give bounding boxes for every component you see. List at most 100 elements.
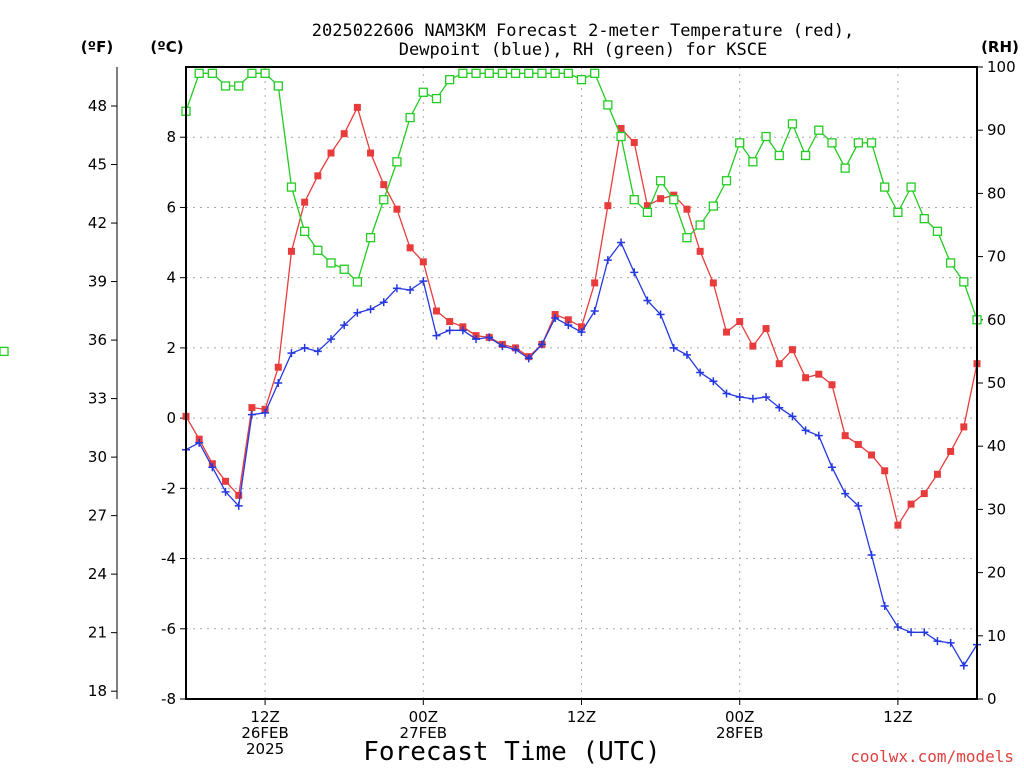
rh-point (497, 68, 508, 78)
temperature-point (446, 318, 454, 326)
dewpoint-point (735, 393, 744, 402)
temperature-point (841, 432, 849, 440)
dewpoint-point (247, 410, 256, 419)
dewpoint-point (472, 335, 481, 344)
celsius-tick-label: -4 (161, 550, 176, 568)
dewpoint-point (485, 333, 494, 342)
x-tick-label: 26FEB (241, 724, 288, 742)
series-line-temperature (185, 105, 978, 527)
dewpoint-point (432, 331, 441, 340)
temperature-point (419, 258, 427, 266)
dewpoint-point (841, 489, 850, 498)
fahrenheit-tick-label: 39 (88, 273, 107, 291)
dewpoint-point (498, 342, 507, 351)
series-rh (0, 68, 982, 357)
celsius-tick-label: 8 (166, 128, 176, 146)
rh-tick-label: 10 (987, 627, 1006, 645)
temperature-point (736, 318, 744, 326)
fahrenheit-tick-label: 33 (88, 390, 107, 408)
rh-point (194, 68, 204, 78)
temperature-point (960, 423, 968, 431)
data-series (0, 68, 982, 670)
temperature-point (222, 477, 230, 485)
temperature-point (657, 195, 665, 203)
rh-point (286, 182, 297, 192)
dewpoint-point (748, 394, 757, 403)
rh-tick-label: 0 (987, 690, 997, 708)
temperature-point (709, 279, 717, 287)
dewpoint-point (814, 431, 823, 440)
temperature-point (604, 202, 612, 210)
rh-point (906, 182, 916, 192)
temperature-point (235, 491, 243, 499)
x-tick-label: 12Z (567, 708, 596, 726)
chart-title-line-2: Dewpoint (blue), RH (green) for KSCE (399, 40, 767, 60)
rh-point (787, 119, 798, 129)
rh-tick-label: 60 (987, 311, 1006, 329)
temperature-point (630, 138, 638, 146)
x-tick-label: 12Z (250, 708, 279, 726)
dewpoint-point (867, 551, 876, 560)
x-axis-label: Forecast Time (UTC) (363, 737, 660, 767)
dewpoint-point (511, 345, 520, 354)
temperature-point (327, 149, 335, 157)
temperature-point (578, 323, 585, 331)
dewpoint-point (933, 637, 942, 646)
dewpoint-point (590, 307, 599, 316)
series-temperature (182, 103, 981, 529)
rh-point (945, 258, 956, 268)
temperature-point (788, 346, 796, 354)
rh-point (550, 68, 560, 78)
rh-point (273, 81, 283, 91)
dewpoint-point (195, 438, 204, 447)
temperature-point (643, 202, 651, 210)
rh-tick-label: 70 (987, 248, 1006, 266)
dewpoint-point (537, 340, 546, 349)
dewpoint-point (313, 347, 322, 356)
celsius-tick-label: 2 (166, 339, 176, 357)
rh-point (616, 131, 626, 142)
temperature-point (894, 521, 902, 529)
temperature-point (828, 381, 836, 389)
rh-point (0, 346, 9, 357)
dewpoint-point (261, 408, 270, 417)
temperature-point (591, 279, 599, 287)
plot-frame (185, 66, 978, 700)
celsius-tick-label: 4 (166, 269, 176, 287)
chart-title-line-1: 2025022606 NAM3KM Forecast 2-meter Tempe… (312, 21, 854, 41)
temperature-point (907, 500, 915, 508)
rh-point (761, 131, 771, 142)
rh-point (682, 232, 692, 243)
rh-point (563, 68, 573, 78)
celsius-unit-label: (ºC) (150, 38, 183, 56)
rh-point (932, 226, 943, 236)
temperature-point (353, 103, 361, 111)
dewpoint-point (208, 463, 217, 472)
temperature-point (802, 374, 810, 382)
x-tick-label: 00Z (409, 708, 438, 726)
rh-point (247, 68, 257, 78)
rh-point (260, 68, 270, 78)
fahrenheit-tick-label: 21 (88, 624, 107, 642)
gridlines (186, 67, 977, 700)
rh-point (959, 277, 969, 287)
temperature-point (617, 124, 625, 132)
celsius-tick-label: -2 (161, 479, 176, 497)
fahrenheit-tick-label: 48 (88, 97, 107, 115)
rh-tick-label: 80 (987, 184, 1006, 202)
rh-point (418, 87, 428, 97)
temperature-point (287, 247, 295, 255)
dewpoint-point (893, 623, 902, 632)
dewpoint-point (827, 463, 836, 472)
temperature-point (314, 172, 322, 180)
rh-point (352, 277, 363, 287)
temperature-point (947, 447, 955, 455)
celsius-tick-label: 0 (166, 409, 176, 427)
rh-point (471, 68, 481, 78)
axes: -8-6-4-202468182124273033363942454801020… (88, 58, 1016, 758)
temperature-point (881, 467, 889, 475)
rh-point (484, 68, 494, 78)
dewpoint-point (406, 285, 415, 294)
rh-point (840, 163, 850, 173)
rh-point (379, 195, 389, 205)
